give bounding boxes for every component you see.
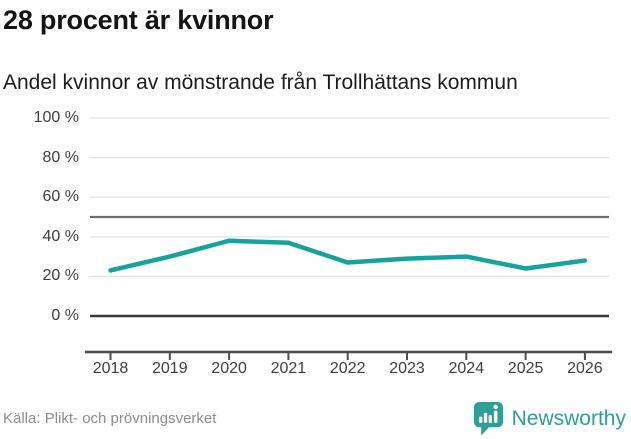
chart-subtitle: Andel kvinnor av mönstrande från Trollhä… [3, 71, 518, 94]
y-axis-label: 60 % [42, 188, 79, 206]
x-axis-label: 2025 [507, 360, 544, 377]
y-axis-label: 0 % [51, 307, 79, 324]
x-axis-label: 2018 [92, 360, 129, 377]
x-axis-label: 2024 [448, 360, 485, 377]
y-axis-label: 80 % [42, 148, 79, 166]
y-axis-label: 100 % [33, 109, 79, 126]
x-axis-label: 2026 [567, 360, 603, 377]
x-axis-label: 2022 [329, 360, 366, 377]
source-note: Källa: Plikt- och prövningsverket [3, 410, 217, 427]
x-axis-label: 2023 [389, 360, 425, 377]
x-axis-label: 2021 [270, 360, 307, 377]
data-line-andel-kvinnor-av-m-nstrande [108, 238, 588, 273]
newsworthy-logo: Newsworthy [473, 401, 626, 437]
x-axis-label: 2020 [211, 360, 247, 377]
y-axis-label: 20 % [42, 267, 79, 285]
newsworthy-logo-icon [473, 401, 504, 437]
newsworthy-wordmark: Newsworthy [511, 407, 626, 430]
chart-title: 28 procent är kvinnor [3, 5, 274, 35]
x-axis-label: 2019 [152, 360, 188, 377]
y-axis-label: 40 % [42, 227, 79, 245]
